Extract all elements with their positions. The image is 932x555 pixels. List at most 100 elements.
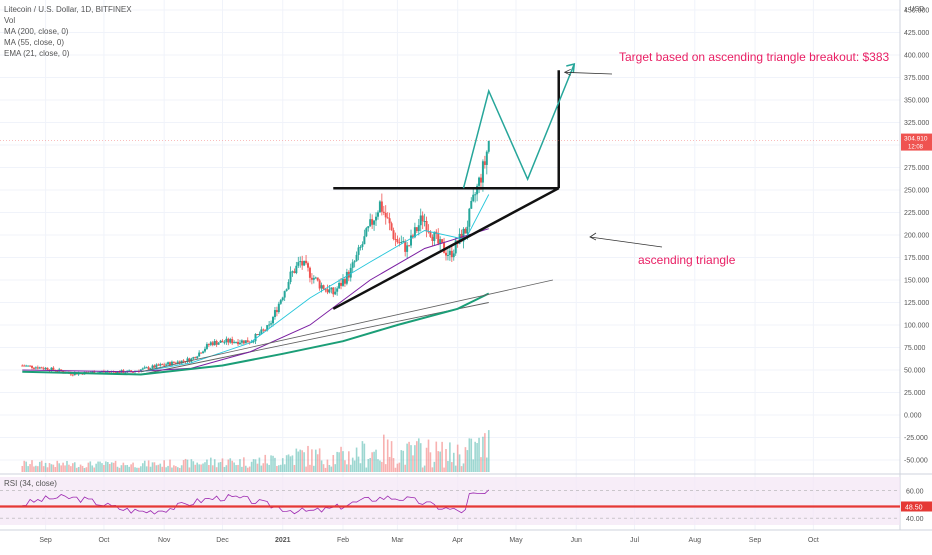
candle-body	[281, 297, 284, 301]
volume-bar	[412, 455, 414, 472]
volume-bar	[449, 442, 451, 472]
chart-legend: Litecoin / U.S. Dollar, 1D, BITFINEX Vol…	[4, 4, 132, 59]
volume-bar	[176, 467, 179, 472]
volume-bar	[68, 464, 70, 472]
candle-body	[299, 261, 302, 263]
candle-body	[159, 364, 162, 366]
volume-bar	[270, 455, 272, 472]
candle-body	[182, 360, 185, 362]
candle-body	[40, 367, 43, 369]
volume-bar	[402, 450, 405, 472]
volume-bar	[406, 443, 408, 472]
volume-bar	[114, 460, 117, 472]
volume-bar	[342, 451, 344, 472]
candle-body	[343, 279, 346, 284]
candle-body	[231, 339, 234, 344]
candle-body	[139, 369, 142, 372]
x-tick-label: May	[509, 537, 523, 544]
candle-body	[338, 282, 341, 289]
candle-body	[307, 263, 309, 268]
volume-bar	[445, 448, 447, 472]
candle-body	[404, 241, 407, 252]
volume-bar	[165, 467, 167, 472]
volume-bar	[425, 447, 428, 472]
volume-bar	[126, 464, 129, 472]
volume-bar	[147, 460, 150, 472]
volume-bar	[454, 465, 457, 472]
volume-bar	[173, 465, 175, 472]
volume-bar	[400, 450, 403, 472]
volume-bar	[62, 462, 64, 472]
candle-body	[297, 262, 300, 266]
volume-bar	[423, 465, 426, 472]
volume-bar	[283, 464, 286, 472]
candle-body	[186, 358, 189, 362]
volume-bar	[246, 467, 249, 472]
volume-bar	[151, 462, 154, 472]
candle-body	[178, 361, 181, 364]
candle-body	[192, 357, 195, 359]
volume-bar	[66, 460, 68, 472]
volume-bar	[58, 463, 61, 472]
volume-bar	[375, 449, 377, 472]
candle-body	[400, 242, 403, 244]
volume-bar	[383, 434, 385, 472]
volume-bar	[320, 460, 323, 472]
volume-bar	[227, 459, 230, 472]
volume-bar	[72, 463, 74, 472]
volume-bar	[480, 457, 482, 472]
candle-body	[472, 194, 475, 201]
candle-body	[421, 215, 424, 222]
volume-bar	[470, 438, 473, 472]
candle-body	[260, 329, 263, 334]
volume-bar	[353, 460, 356, 472]
volume-bar	[83, 467, 86, 472]
volume-bar	[404, 464, 406, 472]
y-tick-label: -50.000	[904, 458, 928, 465]
volume-bar	[143, 460, 146, 472]
volume-bar	[258, 457, 261, 472]
volume-bar	[330, 466, 333, 472]
x-tick-label: Sep	[749, 537, 762, 544]
candle-body	[165, 364, 168, 366]
y-tick-label: 200.000	[904, 233, 929, 240]
y-tick-label: 400.000	[904, 53, 929, 60]
volume-bar	[54, 467, 57, 472]
candle-body	[99, 371, 102, 373]
candle-body	[50, 367, 53, 371]
volume-bar	[268, 464, 270, 472]
volume-bar	[196, 462, 199, 472]
volume-bar	[241, 466, 243, 472]
candle-body	[425, 221, 428, 232]
volume-bar	[262, 463, 265, 472]
volume-bar	[60, 465, 62, 472]
candle-body	[256, 334, 259, 336]
volume-bar	[141, 463, 144, 472]
volume-bar	[381, 461, 383, 472]
legend-ema21: EMA (21, close, 0)	[4, 49, 70, 58]
candle-body	[382, 211, 385, 213]
legend-ma55: MA (55, close, 0)	[4, 38, 65, 47]
volume-bar	[289, 456, 292, 472]
candle-body	[316, 277, 319, 281]
volume-bar	[23, 460, 26, 472]
volume-bar	[175, 466, 177, 472]
y-tick-label: 250.000	[904, 188, 929, 195]
candle-body	[474, 194, 477, 196]
volume-bar	[443, 467, 445, 472]
volume-bar	[293, 464, 296, 472]
candle-body	[73, 372, 76, 376]
volume-bar	[278, 465, 280, 472]
candle-body	[334, 291, 337, 295]
candle-body	[213, 341, 216, 346]
volume-bar	[107, 462, 109, 472]
candle-body	[221, 340, 224, 343]
chart-title: Litecoin / U.S. Dollar, 1D, BITFINEX	[4, 5, 132, 14]
candle-body	[380, 201, 383, 212]
candle-body	[180, 360, 183, 364]
y-tick-label: 325.000	[904, 120, 929, 127]
candle-body	[167, 362, 170, 365]
volume-bar	[213, 459, 216, 472]
